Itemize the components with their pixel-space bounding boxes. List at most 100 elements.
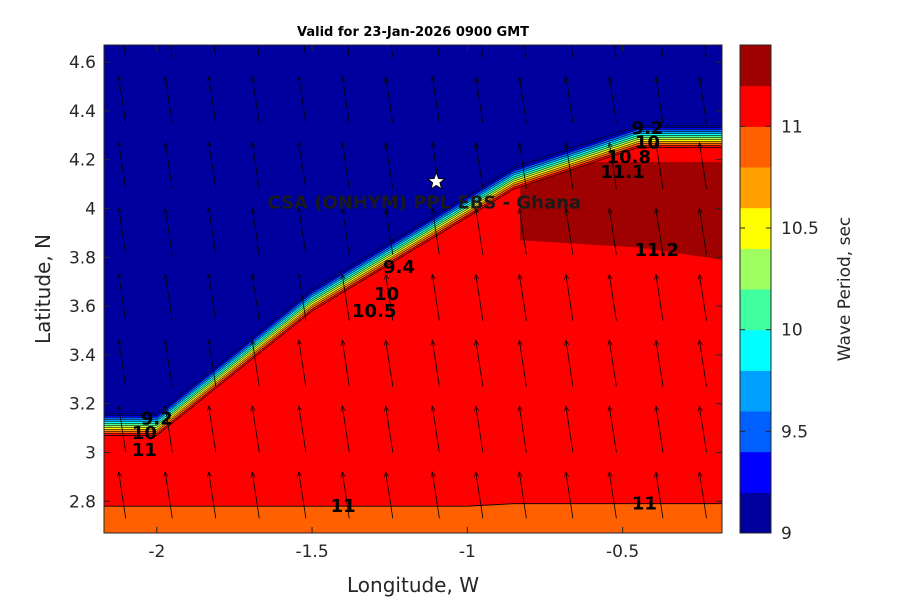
contour-line-11 [104,503,722,507]
wave-arrow [252,406,260,453]
wave-arrow [432,406,440,453]
wave-arrow [480,45,484,58]
wave-arrow [699,143,707,190]
colorbar-segment-11.2 [740,45,771,87]
site-marker-group: CSA (ONHYM) PPL EBS - Ghana [267,171,581,214]
plot-area: -2 -1.5 -1 -0.5 2.8 3 3.2 3.4 3.6 3.8 4 4.2 4.4 4.6 1… [69,44,723,562]
y-tick-label: 3.8 [69,248,96,268]
wave-arrow [609,209,617,255]
contour-label: 11 [632,494,657,515]
wave-arrow [699,340,707,387]
wave-arrow [119,143,127,190]
wave-arrow [299,340,307,387]
contour-label: 11 [331,496,356,517]
wave-arrow [342,274,350,321]
wave-arrow [342,209,350,255]
wave-arrow [252,274,260,321]
x-tick-label: -1 [459,542,476,562]
y-tick-label: 4 [85,199,96,219]
y-tick-label: 3.6 [69,297,96,317]
wave-arrow [699,472,707,519]
wave-arrow [699,406,707,453]
colorbar-tick-label: 9.5 [781,422,808,442]
wave-arrow [299,143,307,190]
wave-arrow [476,340,484,387]
wave-arrow [209,77,217,124]
wave-arrow [519,472,527,519]
wave-arrow [386,274,394,321]
wave-arrow [566,274,574,321]
wave-arrow [476,143,484,190]
wave-arrow [656,209,664,255]
colorbar-segment-9.4 [740,411,771,453]
wave-arrow [386,472,394,519]
wave-arrow [609,472,617,519]
colorbar-segment-10.6 [740,167,771,209]
colorbar-segment-9.8 [740,329,771,371]
x-axis-label: Longitude, W [347,573,479,597]
wave-arrow [656,77,664,124]
wave-direction-arrows [119,45,707,519]
y-tick-label: 2.8 [69,492,96,512]
y-tick-label: 4.4 [69,102,96,122]
wave-arrow [656,472,664,519]
colorbar-segment-10.4 [740,207,771,249]
wave-arrow [609,77,617,124]
wave-arrow [519,77,527,124]
wave-arrow [165,340,173,387]
wave-arrow [252,209,260,255]
wave-arrow [386,77,394,124]
y-tick-label: 4.2 [69,151,96,171]
wave-arrow [566,143,574,190]
colorbar-segment-10.2 [740,248,771,290]
wave-arrow [570,45,574,58]
colorbar: 9 9.5 10 10.5 11 [739,44,819,544]
wave-arrow [252,143,260,190]
contour-label: 10.5 [352,301,396,322]
colorbar-frame [739,44,772,534]
wave-arrow [476,472,484,519]
wave-arrow [609,340,617,387]
wave-arrow [303,45,307,58]
wave-arrow [299,77,307,124]
contour-fill-regions [104,45,722,533]
wave-arrow [165,77,173,124]
wave-arrow [170,45,173,58]
plot-frame [103,44,723,534]
wave-arrow [432,340,440,387]
wave-arrow [299,274,307,321]
wave-arrow [476,406,484,453]
chart-title: Valid for 23-Jan-2026 0900 GMT [297,25,529,40]
wave-arrow [660,45,664,58]
wave-arrow [209,406,217,453]
wave-arrow [165,143,173,190]
contour-label: 11.2 [635,240,679,261]
wave-arrow [386,340,394,387]
colorbar-tick-label: 11 [781,117,803,137]
wave-arrow [209,274,217,321]
contour-line-shelf [104,147,722,436]
wave-arrow [432,472,440,519]
region-shelf-east [520,162,722,260]
wave-arrow [476,209,484,255]
wave-arrow [209,340,217,387]
wave-arrow [519,406,527,453]
wave-arrow [386,406,394,453]
wave-arrow [119,274,127,321]
y-tick-label: 4.6 [69,53,96,73]
wave-arrow [342,472,350,519]
x-tick-label: -0.5 [606,542,639,562]
wave-arrow [299,406,307,453]
wave-arrow [704,45,707,58]
wave-arrow [257,45,260,58]
colorbar-tick-label: 10.5 [781,219,819,239]
wave-arrow [165,472,173,519]
wave-arrow [519,274,527,321]
wave-arrow [342,143,350,190]
wave-arrow [209,472,217,519]
wave-arrow [699,77,707,124]
wave-arrow [209,209,217,255]
wave-arrow [519,143,527,190]
